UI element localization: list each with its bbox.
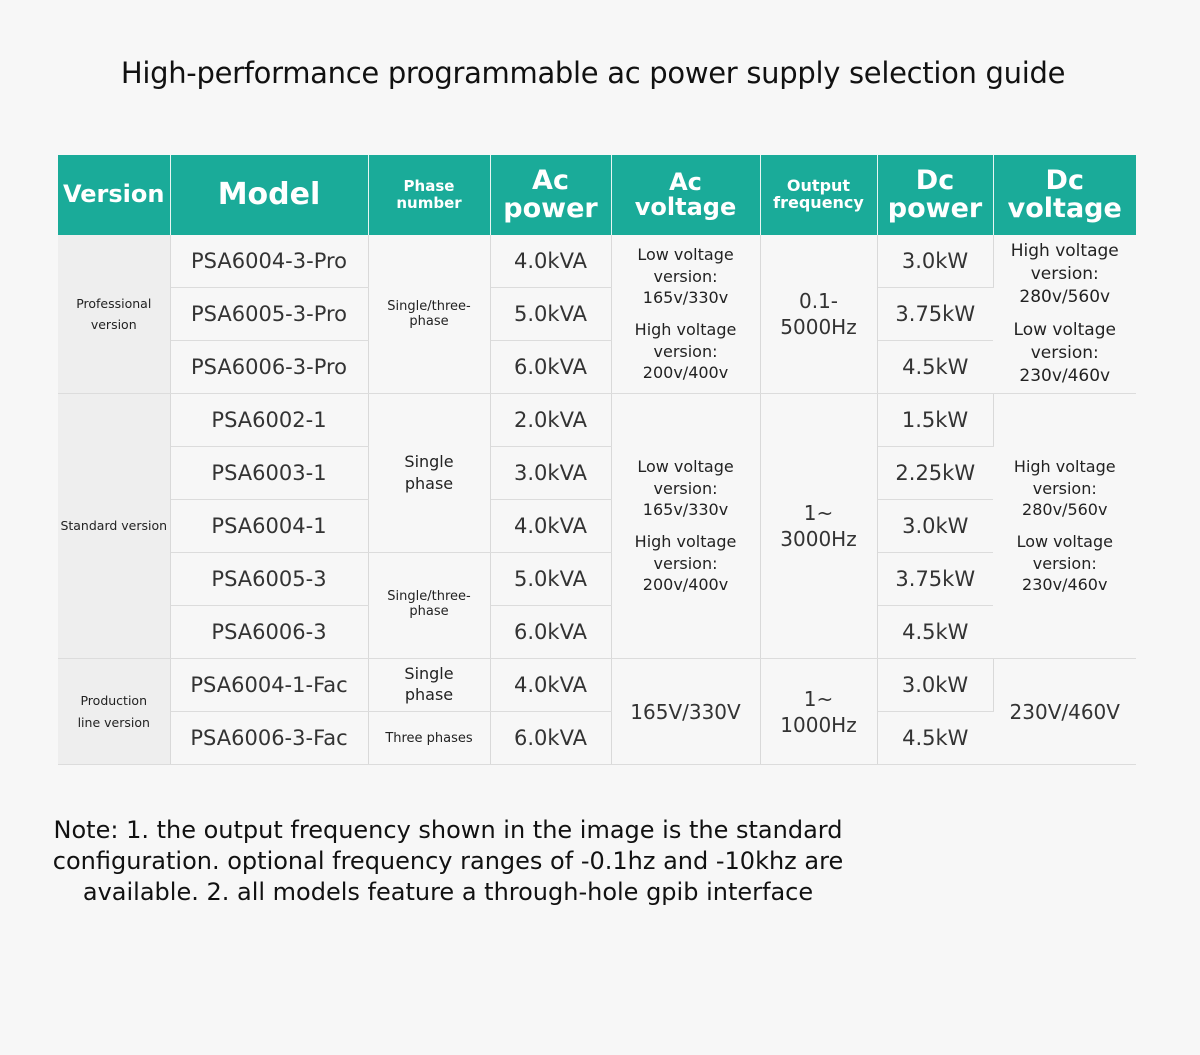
dc-power-cell: 4.5kW	[877, 340, 993, 394]
table-row: PSA6005-3-Pro 5.0kVA 3.75kW	[58, 287, 1136, 341]
model-cell: PSA6004-3-Pro	[170, 235, 369, 288]
ac-power-cell: 3.0kVA	[490, 446, 612, 500]
dc-power-cell: 2.25kW	[877, 446, 993, 500]
frequency-cell: 0.1- 5000Hz	[760, 235, 878, 394]
ac-power-cell: 5.0kVA	[490, 552, 612, 606]
ac-power-cell: 4.0kVA	[490, 499, 612, 553]
header-phase: Phase number	[368, 155, 491, 235]
model-cell: PSA6003-1	[170, 446, 369, 500]
model-cell: PSA6005-3-Pro	[170, 287, 369, 341]
model-cell: PSA6004-1	[170, 499, 369, 553]
selection-guide-table: Version Model Phase number Ac power Ac vol…	[58, 155, 1136, 765]
phase-cell: Single/three-phase	[368, 235, 491, 394]
ac-power-cell: 6.0kVA	[490, 711, 612, 765]
header-version: Version	[58, 155, 171, 235]
table-row: PSA6006-3-Pro 6.0kVA 4.5kW	[58, 340, 1136, 394]
header-dc-power: Dc power	[877, 155, 994, 235]
table-row: Professional version PSA6004-3-Pro Singl…	[58, 235, 1136, 394]
version-production: Production line version	[58, 658, 171, 765]
ac-power-cell: 5.0kVA	[490, 287, 612, 341]
model-cell: PSA6002-1	[170, 393, 369, 447]
dc-power-cell: 3.0kW	[877, 658, 994, 712]
phase-cell: Three phases	[368, 711, 491, 765]
footnote: Note: 1. the output frequency shown in t…	[52, 816, 844, 906]
model-cell: PSA6005-3	[170, 552, 369, 606]
phase-cell: Single phase	[368, 393, 491, 553]
table-row: Production line version PSA6004-1-Fac Si…	[58, 658, 1136, 765]
table-row: PSA6004-1 4.0kVA 3.0kW	[58, 499, 1136, 553]
ac-power-cell: 6.0kVA	[490, 340, 612, 394]
model-cell: PSA6006-3-Pro	[170, 340, 369, 394]
dc-power-cell: 4.5kW	[877, 605, 993, 659]
dc-power-cell: 1.5kW	[877, 393, 994, 447]
dc-power-cell: 4.5kW	[877, 711, 993, 765]
page-title: High-performance programmable ac power s…	[120, 56, 1066, 90]
header-dc-voltage: Dc voltage	[993, 155, 1136, 235]
phase-cell: Single/three-phase	[368, 552, 491, 659]
version-standard: Standard version	[58, 393, 171, 659]
model-cell: PSA6006-3-Fac	[170, 711, 369, 765]
ac-power-cell: 2.0kVA	[490, 393, 612, 447]
frequency-cell: 1~ 1000Hz	[760, 658, 878, 765]
model-cell: PSA6006-3	[170, 605, 369, 659]
dc-power-cell: 3.75kW	[877, 552, 993, 606]
table-row: PSA6006-3 6.0kVA 4.5kW	[58, 605, 1136, 659]
table-row: PSA6006-3-Fac Three phases 6.0kVA 4.5kW	[58, 711, 1136, 765]
table-row: PSA6005-3 Single/three-phase 5.0kVA 3.75…	[58, 552, 1136, 659]
ac-voltage-cell: Low voltage version: 165v/330v High volt…	[611, 393, 761, 659]
model-cell: PSA6004-1-Fac	[170, 658, 369, 712]
table-row: PSA6003-1 3.0kVA 2.25kW	[58, 446, 1136, 500]
table-row: Standard version PSA6002-1 Single phase …	[58, 393, 1136, 659]
dc-voltage-cell: High voltage version: 280v/560v Low volt…	[993, 393, 1136, 659]
dc-voltage-cell: 230V/460V	[993, 658, 1136, 765]
header-model: Model	[170, 155, 369, 235]
dc-voltage-cell: High voltage version: 280v/560v Low volt…	[993, 235, 1136, 394]
table-header-row: Version Model Phase number Ac power Ac vol…	[58, 155, 1136, 235]
header-frequency: Output frequency	[760, 155, 878, 235]
dc-power-cell: 3.0kW	[877, 235, 994, 288]
frequency-cell: 1~ 3000Hz	[760, 393, 878, 659]
ac-power-cell: 4.0kVA	[490, 658, 612, 712]
dc-power-cell: 3.0kW	[877, 499, 993, 553]
ac-voltage-cell: Low voltage version: 165v/330v High volt…	[611, 235, 761, 394]
ac-power-cell: 4.0kVA	[490, 235, 612, 288]
ac-voltage-cell: 165V/330V	[611, 658, 761, 765]
version-professional: Professional version	[58, 235, 171, 394]
ac-power-cell: 6.0kVA	[490, 605, 612, 659]
phase-cell: Single phase	[368, 658, 491, 712]
header-ac-voltage: Ac voltage	[611, 155, 761, 235]
dc-power-cell: 3.75kW	[877, 287, 993, 341]
header-ac-power: Ac power	[490, 155, 612, 235]
